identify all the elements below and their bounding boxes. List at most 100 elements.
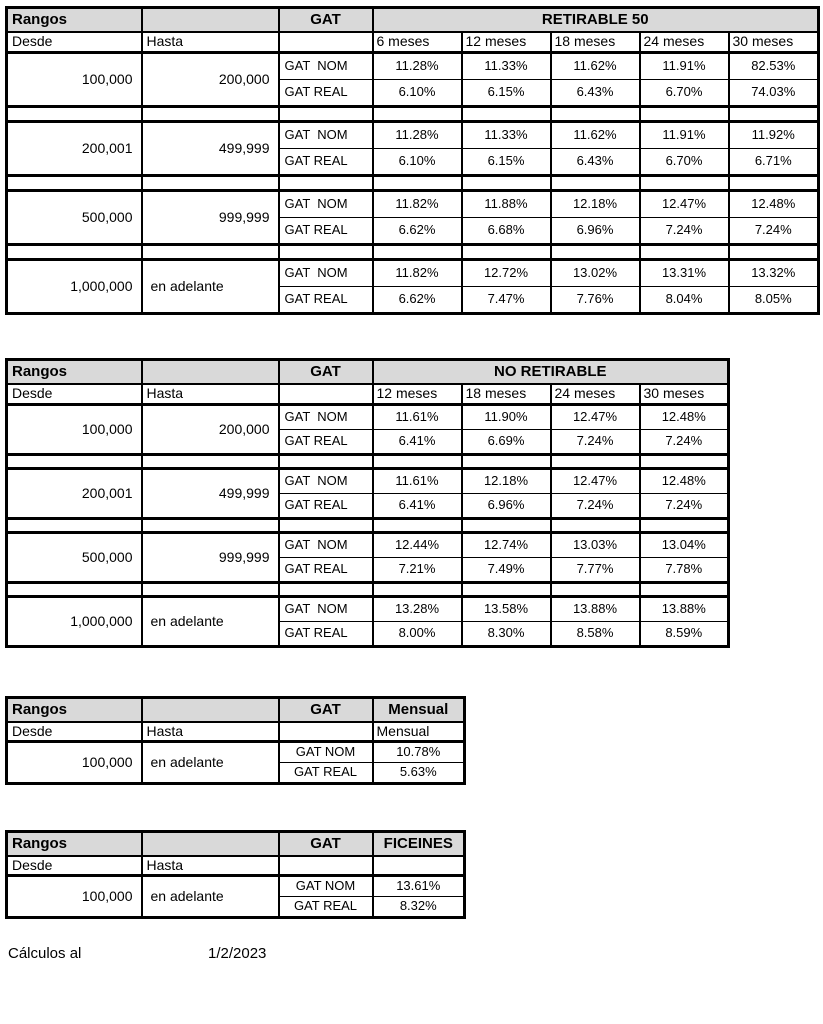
- blank-cell: [638, 517, 730, 534]
- gat-nom-label: GAT NOM: [277, 403, 374, 430]
- rangos-header: Rangos: [5, 6, 143, 33]
- range-hasta: 499,999: [140, 467, 280, 519]
- rate-value: 7.78%: [638, 557, 730, 584]
- blank-cell: [5, 174, 143, 192]
- blank-cell: [460, 453, 552, 470]
- blank-cell: [549, 174, 641, 192]
- gat-nom-label: GAT NOM: [277, 595, 374, 622]
- blank-cell: [140, 696, 280, 723]
- range-hasta: en adelante: [140, 740, 280, 784]
- term-header: 30 meses: [727, 30, 820, 54]
- rate-value: 12.47%: [549, 403, 641, 430]
- retirable50-table: Rangos GAT RETIRABLE 50 Desde Hasta 6 me…: [5, 6, 820, 315]
- rate-value: 82.53%: [727, 51, 820, 80]
- rate-value: 11.33%: [460, 120, 552, 149]
- blank-cell: [277, 581, 374, 598]
- rate-value: 8.32%: [371, 896, 466, 919]
- blank-cell: [460, 105, 552, 123]
- rate-value: 12.18%: [460, 467, 552, 494]
- sub-header: [371, 854, 466, 877]
- rate-value: 13.02%: [549, 258, 641, 287]
- desde-header: Desde: [5, 382, 143, 406]
- blank-cell: [371, 243, 463, 261]
- gat-header: GAT: [277, 830, 374, 857]
- blank-cell: [371, 105, 463, 123]
- rate-value: 13.28%: [371, 595, 463, 622]
- mensual-table: Rangos GAT Mensual Desde Hasta Mensual 1…: [5, 696, 466, 785]
- blank-cell: [140, 358, 280, 385]
- rate-value: 6.15%: [460, 148, 552, 177]
- rate-value: 12.48%: [727, 189, 820, 218]
- gat-real-row: GAT REAL 6.41% 6.69% 7.24% 7.24%: [7, 429, 730, 456]
- gat-real-label: GAT REAL: [277, 493, 374, 520]
- rate-value: 6.43%: [549, 79, 641, 108]
- gat-real-label: GAT REAL: [277, 762, 374, 785]
- blank-cell: [140, 243, 280, 261]
- rate-value: 6.69%: [460, 429, 552, 456]
- gat-nom-label: GAT NOM: [277, 467, 374, 494]
- blank-cell: [460, 517, 552, 534]
- gat-nom-row: 500,000 999,999 GAT NOM 12.44% 12.74% 13…: [5, 531, 730, 583]
- gat-nom-label: GAT NOM: [277, 51, 374, 80]
- table-title: FICEINES: [371, 830, 466, 857]
- gat-real-label: GAT REAL: [277, 217, 374, 246]
- term-header: 12 meses: [371, 382, 463, 406]
- gat-real-row: GAT REAL 6.62% 7.47% 7.76% 8.04% 8.05%: [7, 286, 820, 315]
- range-hasta: 499,999: [140, 120, 280, 176]
- gat-real-row: GAT REAL 8.32%: [7, 896, 466, 919]
- desde-header: Desde: [5, 30, 143, 54]
- gat-nom-row: 1,000,000 en adelante GAT NOM 13.28% 13.…: [5, 595, 730, 647]
- blank-cell: [277, 174, 374, 192]
- rate-value: 13.03%: [549, 531, 641, 558]
- blank-cell: [549, 581, 641, 598]
- table-header-row: Rangos GAT NO RETIRABLE: [5, 358, 730, 385]
- term-header: 30 meses: [638, 382, 730, 406]
- rangos-header: Rangos: [5, 696, 143, 723]
- rate-value: 11.91%: [638, 51, 730, 80]
- gat-header: GAT: [277, 358, 374, 385]
- blank-cell: [5, 517, 143, 534]
- separator-row: [5, 105, 820, 123]
- blank-cell: [460, 581, 552, 598]
- blank-cell: [277, 382, 374, 406]
- blank-cell: [371, 581, 463, 598]
- blank-cell: [460, 243, 552, 261]
- gat-real-label: GAT REAL: [277, 557, 374, 584]
- separator-row: [5, 581, 730, 598]
- column-header-row: Desde Hasta 12 meses 18 meses 24 meses 3…: [5, 382, 730, 406]
- rate-value: 8.00%: [371, 621, 463, 648]
- blank-cell: [5, 453, 143, 470]
- rate-value: 10.78%: [371, 740, 466, 763]
- blank-cell: [638, 174, 730, 192]
- rate-value: 6.41%: [371, 429, 463, 456]
- blank-cell: [638, 453, 730, 470]
- range-desde: 200,001: [5, 467, 143, 519]
- hasta-header: Hasta: [140, 30, 280, 54]
- rate-value: 7.24%: [727, 217, 820, 246]
- rate-value: 6.43%: [549, 148, 641, 177]
- column-header-row: Desde Hasta Mensual: [5, 720, 466, 743]
- gat-nom-row: 100,000 200,000 GAT NOM 11.28% 11.33% 11…: [5, 51, 820, 107]
- blank-cell: [727, 243, 820, 261]
- rangos-header: Rangos: [5, 830, 143, 857]
- blank-cell: [371, 517, 463, 534]
- blank-cell: [727, 174, 820, 192]
- ficeines-table: Rangos GAT FICEINES Desde Hasta 100,000 …: [5, 830, 466, 919]
- table-header-row: Rangos GAT Mensual: [5, 696, 466, 723]
- rate-value: 7.24%: [638, 429, 730, 456]
- rangos-header: Rangos: [5, 358, 143, 385]
- footer: Cálculos al 1/2/2023: [8, 945, 823, 962]
- rate-value: 12.18%: [549, 189, 641, 218]
- rate-value: 8.04%: [638, 286, 730, 315]
- term-header: 12 meses: [460, 30, 552, 54]
- separator-row: [5, 517, 730, 534]
- rate-value: 11.33%: [460, 51, 552, 80]
- range-desde: 500,000: [5, 189, 143, 245]
- rate-value: 12.48%: [638, 467, 730, 494]
- gat-real-label: GAT REAL: [277, 148, 374, 177]
- rate-value: 6.96%: [460, 493, 552, 520]
- gat-nom-row: 100,000 en adelante GAT NOM 13.61%: [5, 874, 466, 918]
- rate-value: 8.30%: [460, 621, 552, 648]
- blank-cell: [549, 453, 641, 470]
- range-desde: 1,000,000: [5, 595, 143, 647]
